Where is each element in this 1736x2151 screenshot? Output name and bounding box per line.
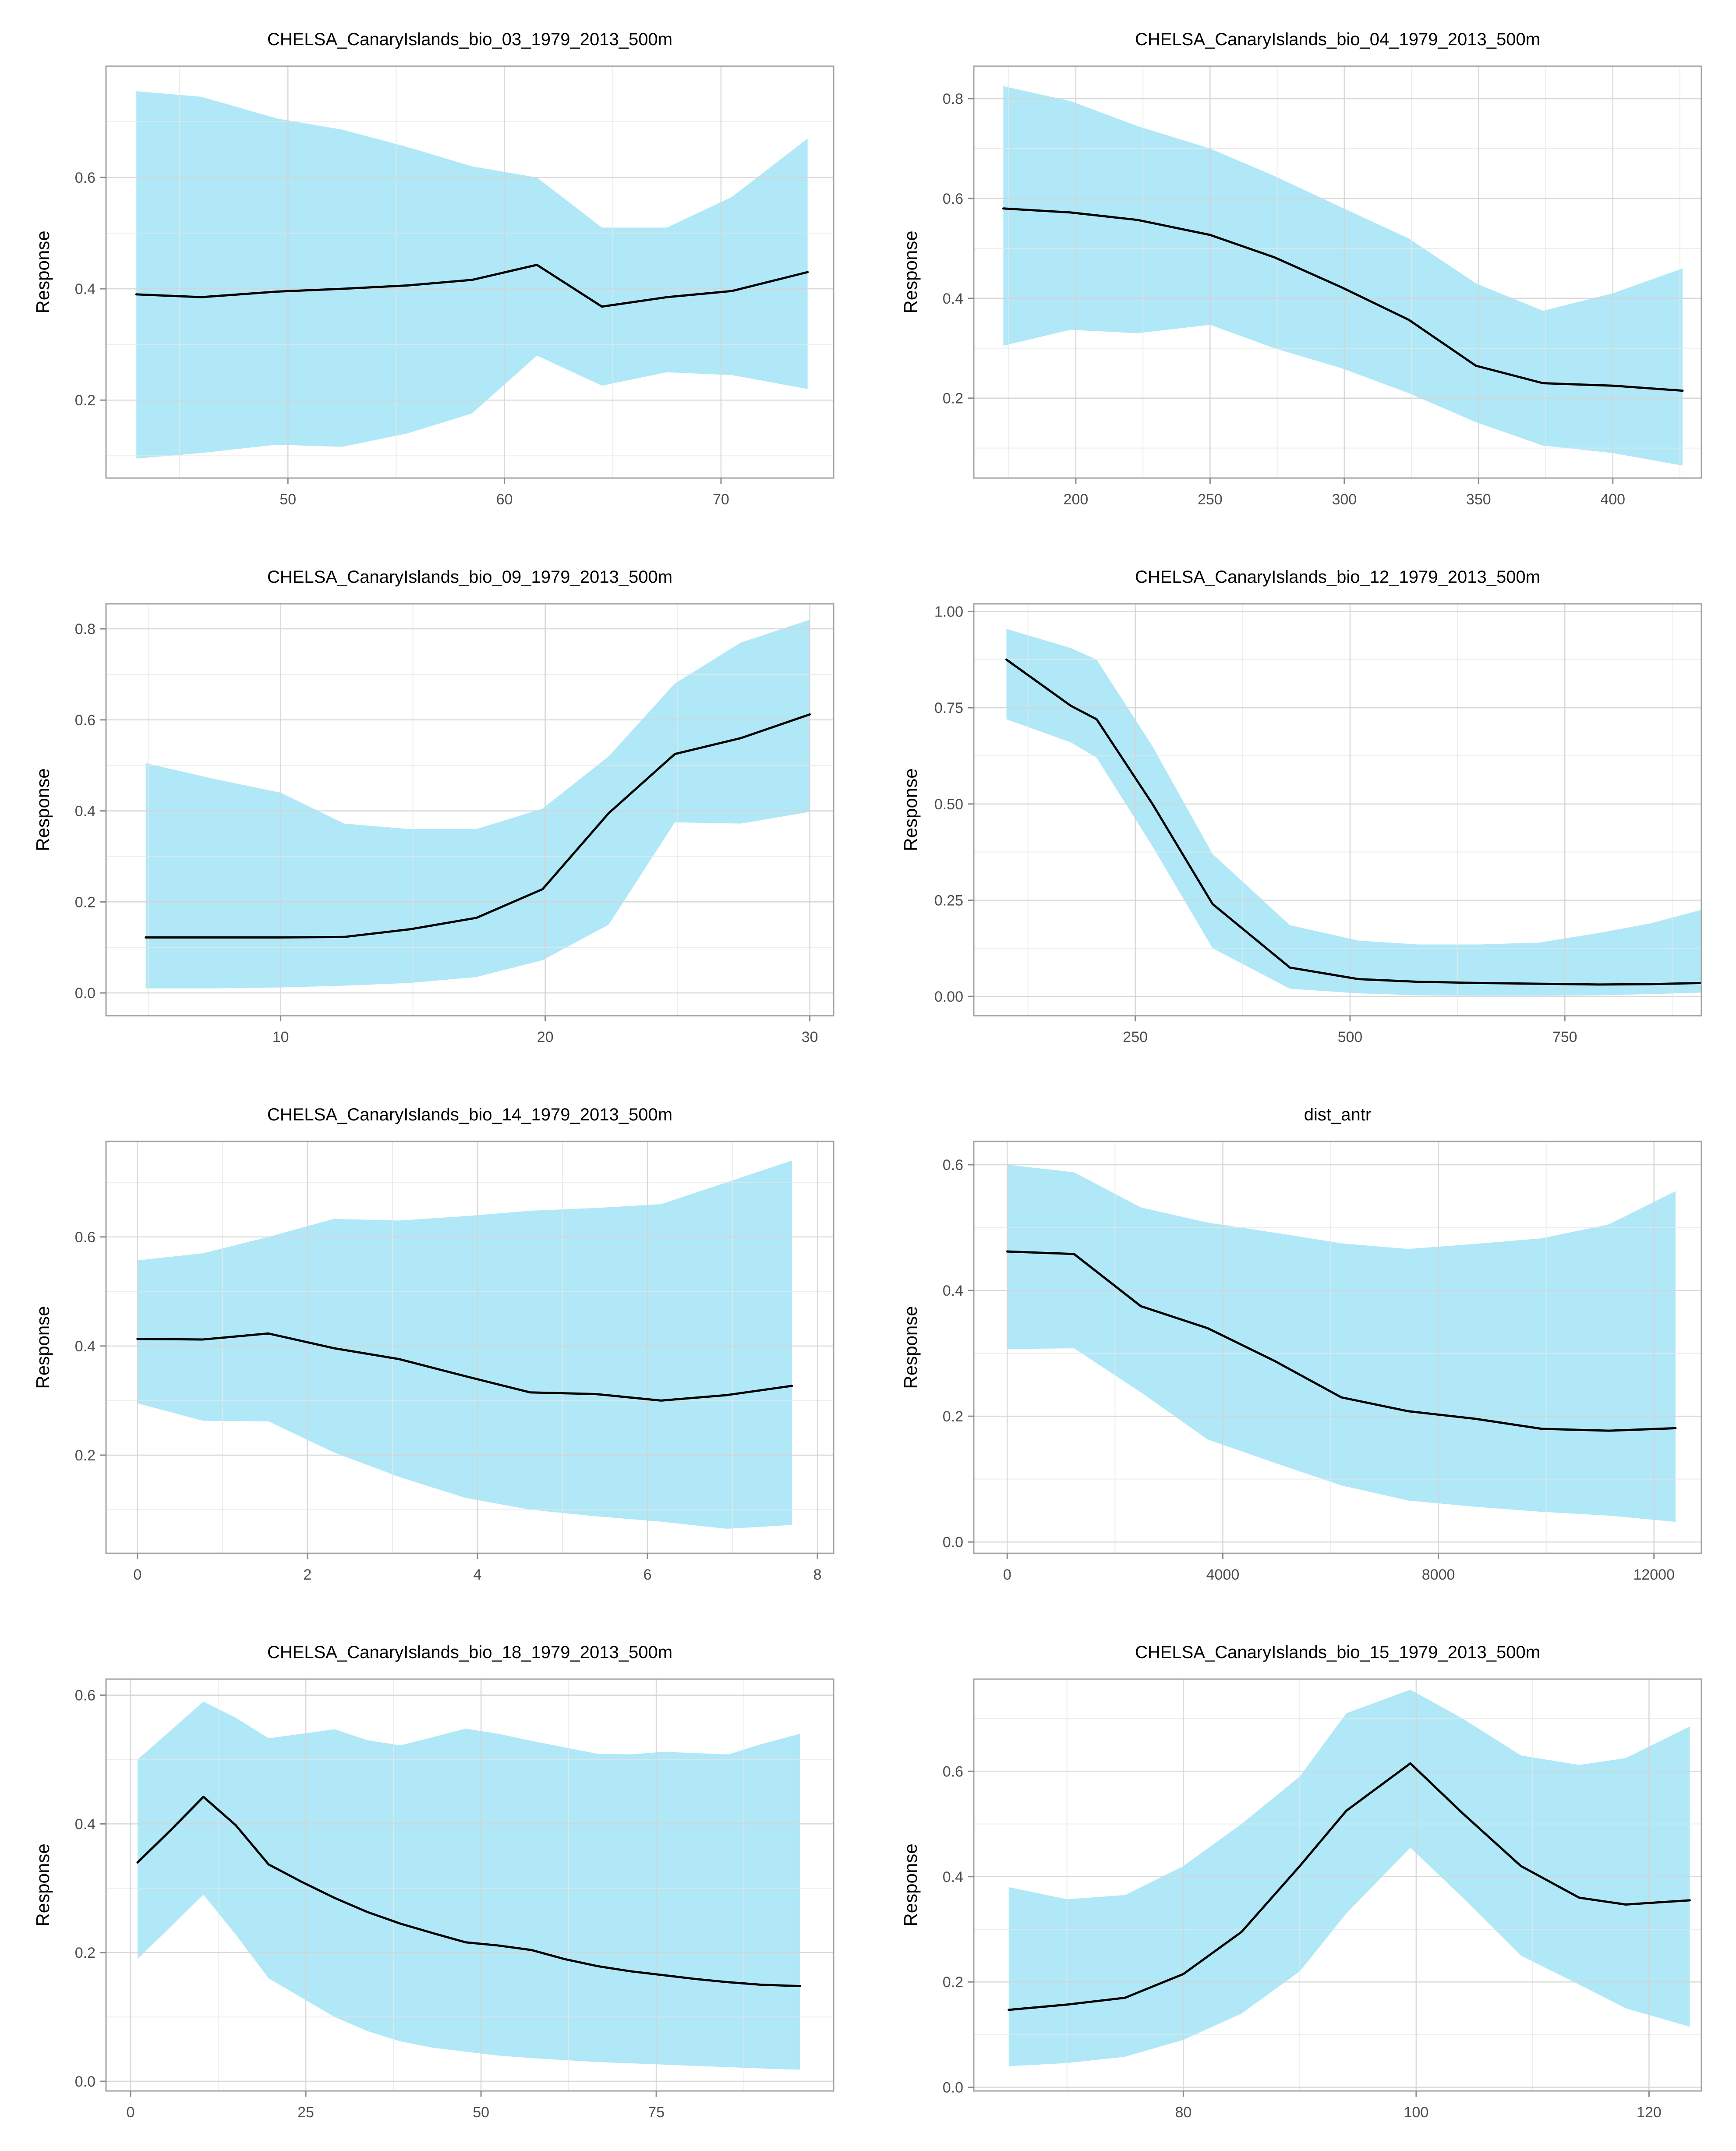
svg-text:0.0: 0.0 [75,2073,95,2090]
svg-text:0.0: 0.0 [75,985,95,1002]
chart-title: CHELSA_CanaryIslands_bio_18_1979_2013_50… [267,1643,673,1662]
svg-text:0: 0 [1003,1566,1011,1583]
panel-chelsa-bio-09: CHELSA_CanaryIslands_bio_09_1979_2013_50… [18,545,850,1068]
svg-text:250: 250 [1123,1029,1148,1045]
svg-text:75: 75 [648,2104,665,2121]
svg-text:0.6: 0.6 [943,191,963,207]
svg-text:6: 6 [643,1566,652,1583]
svg-text:0.00: 0.00 [934,989,963,1005]
svg-text:0.2: 0.2 [75,1945,95,1961]
svg-text:0.0: 0.0 [943,1534,963,1551]
svg-text:0.4: 0.4 [943,291,963,307]
svg-text:0.8: 0.8 [75,621,95,638]
svg-text:12000: 12000 [1633,1566,1675,1583]
svg-text:0.6: 0.6 [75,1229,95,1246]
svg-text:60: 60 [496,491,513,508]
svg-text:1.00: 1.00 [934,604,963,620]
chart-bio-12: 250 500 750 0.00 0.25 0.50 0.75 1.00 [934,603,1702,1045]
svg-text:0.2: 0.2 [943,1974,963,1991]
panel-chelsa-bio-03: CHELSA_CanaryIslands_bio_03_1979_2013_50… [18,7,850,531]
svg-text:0.2: 0.2 [943,1408,963,1425]
chart-bio-03: 50 60 70 0.2 0.4 0.6 [75,65,834,508]
chart-title: CHELSA_CanaryIslands_bio_12_1979_2013_50… [1135,567,1541,587]
svg-text:2: 2 [303,1566,311,1583]
chart-bio-15: 80 100 120 0.0 0.2 0.4 0.6 [943,1678,1702,2121]
svg-text:500: 500 [1338,1029,1363,1045]
svg-text:4: 4 [474,1566,482,1583]
svg-text:0: 0 [127,2104,135,2121]
svg-text:400: 400 [1600,491,1625,508]
panel-chelsa-bio-15: CHELSA_CanaryIslands_bio_15_1979_2013_50… [885,1620,1718,2144]
svg-text:50: 50 [279,491,296,508]
svg-text:0: 0 [133,1566,141,1583]
chart-bio-18: 0 25 50 75 0.0 0.2 0.4 0.6 [75,1678,834,2121]
svg-text:0.75: 0.75 [934,700,963,716]
svg-text:0.6: 0.6 [943,1157,963,1173]
svg-text:0.2: 0.2 [75,894,95,911]
chart-dist-antr: 0 4000 8000 12000 0.0 0.2 0.4 0.6 [943,1141,1702,1583]
panel-chelsa-bio-04: CHELSA_CanaryIslands_bio_04_1979_2013_50… [885,7,1718,531]
svg-text:0.2: 0.2 [75,392,95,409]
svg-text:80: 80 [1175,2104,1192,2121]
svg-text:4000: 4000 [1206,1566,1240,1583]
chart-title: CHELSA_CanaryIslands_bio_03_1979_2013_50… [267,30,673,49]
svg-text:0.6: 0.6 [75,170,95,186]
svg-text:300: 300 [1332,491,1357,508]
svg-text:0.4: 0.4 [75,1816,95,1832]
svg-text:0.25: 0.25 [934,892,963,909]
svg-text:50: 50 [473,2104,489,2121]
svg-text:8000: 8000 [1422,1566,1455,1583]
svg-text:0.6: 0.6 [943,1763,963,1780]
chart-title: CHELSA_CanaryIslands_bio_04_1979_2013_50… [1135,30,1541,49]
chart-title: dist_antr [1304,1105,1372,1124]
svg-text:70: 70 [713,491,729,508]
svg-text:25: 25 [297,2104,314,2121]
svg-text:0.6: 0.6 [75,1687,95,1704]
svg-text:200: 200 [1064,491,1089,508]
svg-text:100: 100 [1404,2104,1429,2121]
panel-chelsa-bio-12: CHELSA_CanaryIslands_bio_12_1979_2013_50… [885,545,1718,1068]
svg-text:0.50: 0.50 [934,796,963,813]
svg-text:0.0: 0.0 [943,2080,963,2096]
chart-bio-09: 10 20 30 0.0 0.2 0.4 0.6 0.8 [75,603,834,1045]
chart-title: CHELSA_CanaryIslands_bio_15_1979_2013_50… [1135,1643,1541,1662]
svg-text:0.4: 0.4 [75,803,95,820]
svg-text:20: 20 [537,1029,554,1045]
svg-text:250: 250 [1198,491,1223,508]
panel-chelsa-bio-14: CHELSA_CanaryIslands_bio_14_1979_2013_50… [18,1082,850,1606]
svg-text:0.4: 0.4 [943,1283,963,1299]
svg-text:750: 750 [1552,1029,1577,1045]
svg-text:0.4: 0.4 [75,1338,95,1355]
svg-text:30: 30 [802,1029,818,1045]
svg-text:120: 120 [1637,2104,1662,2121]
svg-text:0.2: 0.2 [943,390,963,407]
svg-text:0.2: 0.2 [75,1447,95,1464]
svg-text:0.4: 0.4 [943,1869,963,1885]
svg-text:350: 350 [1466,491,1491,508]
svg-text:10: 10 [272,1029,289,1045]
svg-text:0.6: 0.6 [75,712,95,729]
panel-dist-antr: dist_antr Response 0 4000 8000 12000 0.0 0.2 0… [885,1082,1718,1606]
chart-bio-14: 0 2 4 6 8 0.2 0.4 0.6 [75,1141,834,1583]
svg-text:8: 8 [813,1566,822,1583]
chart-bio-04: 200 250 300 350 400 0.2 0.4 0.6 0.8 [943,65,1702,508]
panel-chelsa-bio-18: CHELSA_CanaryIslands_bio_18_1979_2013_50… [18,1620,850,2144]
chart-title: CHELSA_CanaryIslands_bio_09_1979_2013_50… [267,567,673,587]
chart-title: CHELSA_CanaryIslands_bio_14_1979_2013_50… [267,1105,673,1124]
svg-text:0.8: 0.8 [943,91,963,107]
svg-text:0.4: 0.4 [75,281,95,298]
